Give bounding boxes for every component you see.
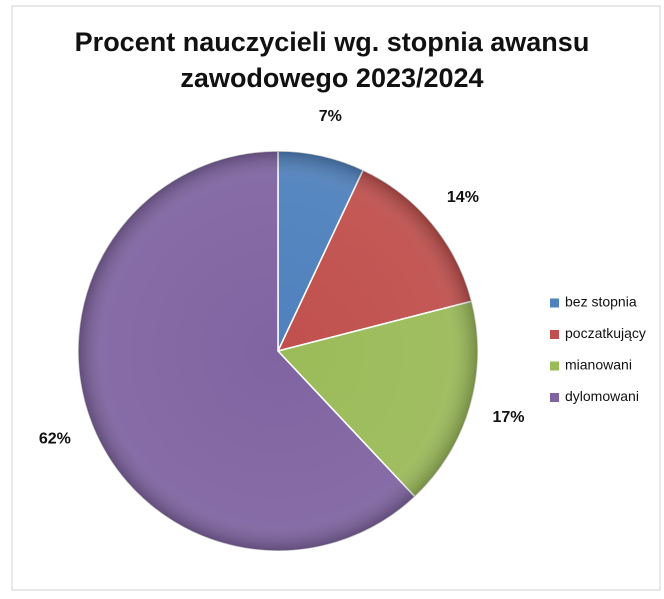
data-label: 62% <box>39 431 71 448</box>
chart-title: Procent nauczycieli wg. stopnia awansu <box>75 27 590 57</box>
chart-title: zawodowego 2023/2024 <box>180 63 483 93</box>
legend-label: dylomowani <box>565 388 639 404</box>
data-label: 7% <box>319 108 342 125</box>
legend-label: mianowani <box>565 357 632 373</box>
legend-swatch <box>550 361 559 371</box>
data-label: 14% <box>447 189 479 206</box>
data-label: 17% <box>492 409 524 426</box>
legend-label: poczatkujący <box>565 325 646 341</box>
legend-swatch <box>550 393 559 402</box>
legend-swatch <box>550 298 559 308</box>
legend-swatch <box>550 330 559 339</box>
legend-label: bez stopnia <box>565 294 637 310</box>
